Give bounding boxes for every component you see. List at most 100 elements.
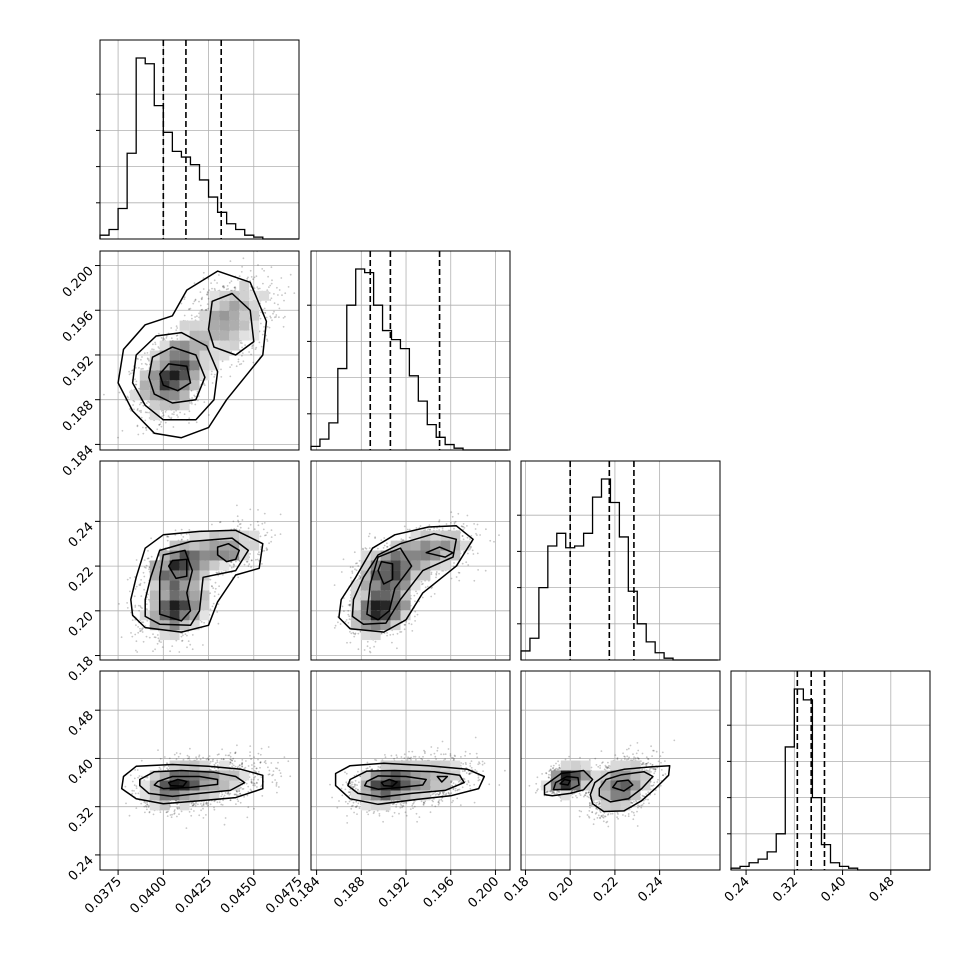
contour-level-1 <box>117 270 268 439</box>
density-cell <box>159 350 170 361</box>
density-cell <box>139 370 150 381</box>
sample-point <box>227 288 230 290</box>
sample-point <box>142 432 145 435</box>
sample-point <box>269 315 272 318</box>
sample-point <box>128 370 131 373</box>
density-cell <box>159 390 170 401</box>
density-cell <box>149 360 160 371</box>
density-cell <box>209 310 220 321</box>
sample-point <box>190 401 193 404</box>
sample-point <box>206 291 209 293</box>
sample-point <box>170 337 173 340</box>
sample-point <box>237 520 240 523</box>
sample-point <box>264 534 266 537</box>
sample-point <box>259 535 262 538</box>
sample-point <box>188 422 190 424</box>
sample-point <box>278 307 281 310</box>
sample-point <box>233 286 236 289</box>
sample-point <box>263 307 266 310</box>
sample-point <box>207 297 210 300</box>
density-cell <box>169 400 180 411</box>
sample-point <box>238 363 241 366</box>
sample-point <box>241 265 244 268</box>
sample-point <box>145 603 148 606</box>
density-cell <box>189 360 200 371</box>
sample-point <box>242 257 245 260</box>
density-cell <box>169 340 180 351</box>
sample-point <box>265 547 268 550</box>
sample-point <box>144 427 147 429</box>
sample-point <box>186 539 189 541</box>
sample-point <box>146 464 148 466</box>
sample-point <box>236 504 238 507</box>
sample-point <box>138 410 141 412</box>
sample-point <box>168 416 171 419</box>
sample-point <box>211 370 213 373</box>
scatter-panel-2-1 <box>99 250 300 466</box>
sample-point <box>218 585 221 588</box>
sample-point <box>164 411 167 413</box>
histogram-line <box>99 57 299 240</box>
contour-level-5 <box>207 292 255 356</box>
sample-point <box>254 348 257 350</box>
sample-point <box>212 587 215 589</box>
sample-point <box>135 559 138 561</box>
sample-point <box>183 298 186 300</box>
sample-point <box>266 531 269 534</box>
sample-point <box>140 630 142 632</box>
sample-point <box>181 640 183 642</box>
density-cell <box>189 350 200 361</box>
sample-point <box>245 560 248 563</box>
sample-point <box>176 338 179 340</box>
density-cell <box>249 300 260 311</box>
sample-point <box>273 316 276 319</box>
sample-point <box>152 343 154 346</box>
sample-point <box>282 317 285 319</box>
panel-frame <box>99 39 300 240</box>
sample-point <box>278 316 280 319</box>
sample-point <box>229 260 232 262</box>
histogram-panel-1 <box>96 39 300 240</box>
density-cell <box>169 380 180 391</box>
density-cell <box>139 380 150 391</box>
sample-point <box>234 288 237 290</box>
density-cell <box>159 370 170 381</box>
density-cell <box>149 410 160 421</box>
sample-point <box>193 394 196 397</box>
sample-point <box>264 312 267 314</box>
sample-point <box>136 424 139 427</box>
sample-point <box>244 344 247 346</box>
sample-point <box>138 609 141 612</box>
sample-point <box>202 644 204 646</box>
sample-point <box>191 397 194 399</box>
sample-point <box>126 395 129 398</box>
sample-point <box>273 302 276 305</box>
density-cell <box>179 330 190 341</box>
sample-point <box>131 619 134 621</box>
sample-point <box>287 286 290 288</box>
sample-point <box>199 291 202 293</box>
sample-point <box>255 346 258 349</box>
sample-point <box>129 577 132 579</box>
sample-point <box>136 409 139 411</box>
density-cell <box>199 350 210 361</box>
sample-point <box>205 309 207 311</box>
sample-point <box>194 299 197 302</box>
sample-point <box>173 411 175 413</box>
density-cell <box>249 330 260 341</box>
sample-point <box>140 401 143 404</box>
sample-point <box>241 346 244 349</box>
sample-point <box>186 646 188 649</box>
sample-point <box>160 410 163 412</box>
sample-point <box>212 602 215 605</box>
sample-point <box>270 316 272 319</box>
sample-point <box>241 352 244 354</box>
sample-point <box>160 337 163 339</box>
density-cell <box>219 330 230 341</box>
sample-point <box>207 307 210 310</box>
sample-point <box>144 419 147 422</box>
scatter-panel-3-1 <box>99 460 300 661</box>
sample-point <box>140 606 142 609</box>
sample-point <box>263 326 265 328</box>
sample-point <box>266 338 268 341</box>
